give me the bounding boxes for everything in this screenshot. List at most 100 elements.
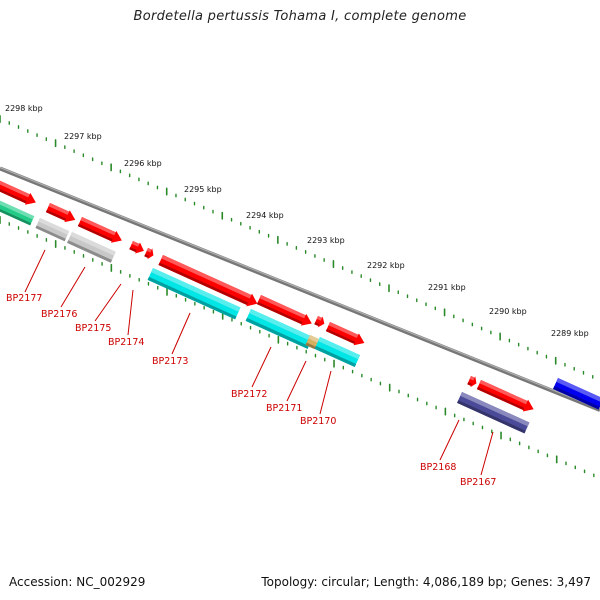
- leader-line: [60, 266, 86, 308]
- gene-label-bp2167: BP2167: [460, 477, 496, 488]
- gene-shadow: [0, 189, 27, 204]
- gene-red-7: [256, 295, 312, 326]
- gene-features: [0, 180, 600, 434]
- gene-bevel: [259, 295, 306, 319]
- scale-label: 2291 kbp: [428, 283, 466, 292]
- gene-label-bp2176: BP2176: [41, 309, 77, 320]
- gene-red-11: [476, 380, 534, 412]
- gene-label-bp2175: BP2175: [75, 323, 111, 334]
- gene-shadow: [325, 328, 356, 344]
- gene-grey-2: [67, 232, 116, 263]
- backbone-highlight: [0, 166, 600, 410]
- scale-label: 2292 kbp: [367, 261, 405, 270]
- gene-bevel: [556, 378, 600, 402]
- gene-blue-1: [553, 378, 600, 410]
- gene-cyan-1: [147, 268, 241, 320]
- gene-shadow: [314, 345, 357, 367]
- scale-label: 2293 kbp: [307, 236, 345, 245]
- gene-shadow: [77, 223, 113, 242]
- gene-bevel: [70, 232, 116, 256]
- scale-label: 2290 kbp: [489, 307, 527, 316]
- gene-grey-1: [35, 218, 70, 242]
- gene-navy-1: [457, 392, 530, 434]
- scale-label: 2298 kbp: [5, 104, 43, 113]
- gene-red-10: [467, 376, 477, 388]
- gene-shadow: [0, 209, 32, 226]
- gene-bevel: [131, 241, 140, 247]
- gene-red-2: [45, 203, 76, 223]
- gene-shadow: [476, 386, 525, 411]
- gene-cyan-2: [245, 309, 313, 349]
- leader-line: [24, 249, 46, 293]
- gene-shadow: [45, 209, 67, 221]
- gene-bevel: [151, 268, 241, 312]
- scale-label: 2295 kbp: [184, 185, 222, 194]
- leader-line: [286, 360, 307, 402]
- gene-bevel: [146, 248, 152, 253]
- gene-label-bp2177: BP2177: [6, 293, 42, 304]
- leader-line: [439, 419, 460, 461]
- accession-label: Accession: NC_002929: [9, 575, 146, 589]
- leader-line: [94, 283, 122, 322]
- gene-bevel: [0, 180, 30, 198]
- gene-shadow: [467, 382, 472, 386]
- gene-bevel: [460, 392, 530, 427]
- genome-backbone: [0, 166, 600, 412]
- gene-shadow: [256, 301, 303, 325]
- gene-bevel: [318, 337, 361, 360]
- gene-bevel: [249, 309, 313, 342]
- scale-label: 2289 kbp: [551, 329, 589, 338]
- backbone-line: [0, 166, 600, 412]
- leader-line: [480, 431, 494, 476]
- gene-bevel: [80, 217, 116, 236]
- label-leader-lines: [24, 249, 494, 476]
- gene-label-bp2173: BP2173: [152, 356, 188, 367]
- gene-bevel: [469, 376, 475, 381]
- gene-label-bp2171: BP2171: [266, 403, 302, 414]
- gene-red-8: [314, 316, 325, 328]
- leader-line: [127, 289, 134, 336]
- gene-shadow: [158, 262, 248, 305]
- gene-bevel: [328, 322, 359, 338]
- gene-red-9: [325, 322, 365, 346]
- gene-red-3: [77, 217, 122, 243]
- leader-line: [319, 370, 332, 415]
- gene-label-bp2174: BP2174: [108, 337, 144, 348]
- gene-red-4: [129, 241, 144, 254]
- gene-label-bp2172: BP2172: [231, 389, 267, 400]
- gene-shadow: [144, 254, 149, 258]
- gene-red-5: [144, 248, 154, 260]
- leader-line: [251, 346, 272, 388]
- map-title: Bordetella pertussis Tohama I, complete …: [133, 9, 467, 24]
- gene-cyan-3: [314, 337, 361, 367]
- gene-tan-1: [305, 335, 320, 350]
- scale-label: 2297 kbp: [64, 132, 102, 141]
- gene-label-bp2170: BP2170: [300, 416, 336, 427]
- gene-red-6: [158, 255, 258, 307]
- scale-label: 2296 kbp: [124, 159, 162, 168]
- tick-tracks: [0, 115, 595, 478]
- genome-summary: Topology: circular; Length: 4,086,189 bp…: [261, 575, 591, 589]
- gene-shadow: [245, 317, 309, 349]
- scale-labels: 2298 kbp 2297 kbp 2296 kbp 2295 kbp 2294 kbp…: [5, 104, 589, 338]
- gene-bevel: [479, 380, 528, 405]
- gene-shadow: [314, 322, 320, 327]
- gene-bevel: [48, 203, 70, 215]
- gene-shadow: [35, 225, 66, 242]
- gene-shadow: [305, 342, 316, 350]
- gene-bevel: [161, 255, 252, 299]
- gene-shadow: [67, 240, 113, 263]
- leader-line: [171, 312, 191, 355]
- gene-shadow: [553, 386, 600, 410]
- gene-bevel: [316, 316, 323, 321]
- gene-bevel: [0, 200, 35, 220]
- gene-shadow: [147, 276, 237, 320]
- gene-shadow: [457, 400, 526, 434]
- gene-bevel: [308, 335, 320, 343]
- gene-labels: BP2177 BP2176 BP2175 BP2174 BP2173 BP2172 BP21…: [6, 293, 496, 488]
- gene-green-1: [0, 200, 35, 226]
- gene-bevel: [38, 218, 70, 235]
- gene-red-1: [0, 180, 36, 205]
- scale-label: 2294 kbp: [246, 211, 284, 220]
